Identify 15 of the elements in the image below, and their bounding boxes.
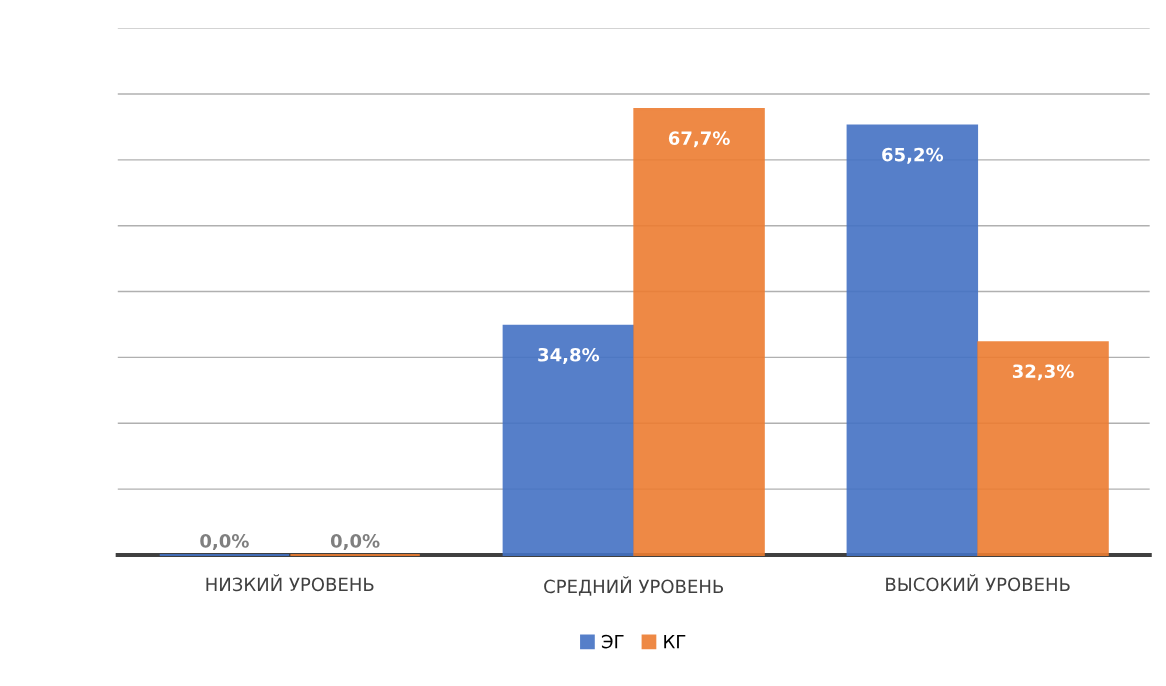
data-label: 34,8% — [538, 347, 600, 364]
data-label: 67,7% — [668, 131, 730, 148]
data-label: 0,0% — [330, 534, 380, 551]
bar — [502, 324, 635, 557]
legend-label: КГ — [664, 635, 686, 649]
x-tick-label: НИЗКИЙ УРОВЕНЬ — [206, 574, 374, 592]
x-tick-label: СРЕДНИЙ УРОВЕНЬ — [544, 576, 724, 596]
bar — [846, 124, 979, 557]
data-label: 0,0% — [200, 534, 249, 551]
bar — [977, 341, 1109, 557]
legend-label: ЭГ — [601, 634, 624, 649]
data-label: 65,2% — [882, 147, 944, 164]
data-label: 32,3% — [1012, 364, 1074, 381]
bar — [633, 108, 765, 557]
x-tick-label: ВЫСОКИЙ УРОВЕНЬ — [886, 574, 1070, 592]
